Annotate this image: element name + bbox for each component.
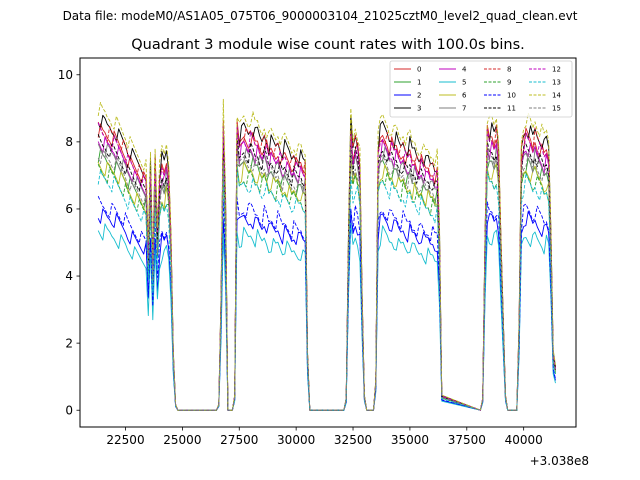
y-tick-label: 8	[65, 135, 73, 149]
y-tick-label: 0	[65, 403, 73, 417]
legend-label-2: 2	[417, 92, 421, 100]
series-line-12	[97, 122, 556, 411]
legend-label-3: 3	[417, 105, 421, 113]
legend-label-12: 12	[552, 66, 561, 74]
x-offset-label: +3.038e8	[530, 454, 589, 468]
axes-frame	[79, 57, 577, 428]
legend-label-9: 9	[507, 79, 511, 87]
legend-label-5: 5	[462, 79, 466, 87]
y-tick-label: 2	[65, 336, 73, 350]
legend-label-1: 1	[417, 79, 421, 87]
x-tick-label: 32500	[334, 433, 372, 447]
x-tick-label: 35000	[391, 433, 429, 447]
y-tick-label: 10	[58, 68, 73, 82]
x-tick-label: 27500	[220, 433, 258, 447]
legend-label-6: 6	[462, 92, 467, 100]
x-tick-label: 25000	[163, 433, 201, 447]
x-tick-label: 37500	[448, 433, 486, 447]
legend-label-14: 14	[552, 92, 561, 100]
x-tick-label: 30000	[277, 433, 315, 447]
series-line-13	[97, 165, 556, 411]
legend-label-0: 0	[417, 66, 421, 74]
legend-label-11: 11	[507, 105, 516, 113]
series-line-2	[97, 208, 556, 411]
series-line-15	[97, 149, 556, 411]
ticks-layer: 22500 25000 27500 30000 32500 35000 37500 40000…	[58, 68, 543, 447]
series-line-5	[97, 222, 556, 411]
legend-label-8: 8	[507, 66, 511, 74]
series-layer	[97, 98, 556, 411]
series-line-8	[97, 121, 556, 411]
legend-box	[389, 60, 573, 118]
x-tick-label: 22500	[106, 433, 144, 447]
data-file-suptitle: Data file: modeM0/AS1A05_075T06_90000031…	[63, 9, 578, 23]
legend-label-4: 4	[462, 66, 467, 74]
chart-title: Quadrant 3 module wise count rates with …	[131, 37, 525, 53]
legend-label-15: 15	[552, 105, 561, 113]
y-tick-label: 4	[65, 269, 73, 283]
legend-label-7: 7	[462, 105, 466, 113]
legend-label-13: 13	[552, 79, 561, 87]
y-tick-label: 6	[65, 202, 73, 216]
legend-label-10: 10	[507, 92, 516, 100]
x-tick-label: 40000	[505, 433, 543, 447]
series-line-11	[97, 134, 556, 411]
